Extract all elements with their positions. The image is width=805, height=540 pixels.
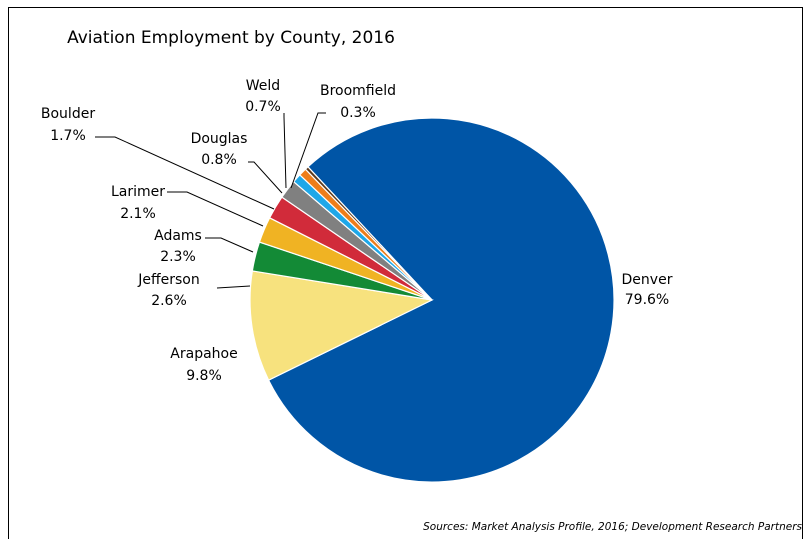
slice-label-jefferson: Jefferson bbox=[137, 272, 200, 288]
slice-value-weld: 0.7% bbox=[245, 99, 281, 115]
slice-label-arapahoe: Arapahoe bbox=[170, 346, 237, 362]
leader-lines bbox=[95, 112, 326, 289]
slice-label-boulder: Boulder bbox=[41, 106, 95, 122]
slice-label-adams: Adams bbox=[154, 228, 202, 244]
slice-value-douglas: 0.8% bbox=[201, 152, 237, 168]
slice-value-arapahoe: 9.8% bbox=[186, 368, 222, 384]
chart-title: Aviation Employment by County, 2016 bbox=[67, 28, 395, 48]
pie-chart: Aviation Employment by County, 2016 Denv… bbox=[41, 28, 803, 533]
leader-line-broomfield bbox=[290, 112, 326, 189]
leader-line-adams bbox=[205, 237, 254, 253]
leader-line-weld bbox=[283, 113, 287, 189]
leader-line-boulder bbox=[95, 136, 275, 210]
slice-label-denver: Denver bbox=[622, 272, 673, 288]
slice-value-larimer: 2.1% bbox=[120, 206, 156, 222]
slice-label-larimer: Larimer bbox=[111, 184, 165, 200]
slice-labels: Denver 79.6% Arapahoe 9.8% Jefferson 2.6% Adam… bbox=[41, 78, 673, 384]
slice-value-broomfield: 0.3% bbox=[340, 105, 376, 121]
slice-label-weld: Weld bbox=[246, 78, 280, 94]
chart-frame: Aviation Employment by County, 2016 Denv… bbox=[8, 7, 803, 539]
source-note: Sources: Market Analysis Profile, 2016; … bbox=[423, 521, 802, 533]
slice-arapahoe bbox=[249, 270, 434, 381]
slice-label-broomfield: Broomfield bbox=[320, 83, 396, 99]
slice-label-douglas: Douglas bbox=[191, 131, 248, 147]
leader-line-larimer bbox=[167, 191, 264, 227]
pie-slices bbox=[249, 117, 615, 483]
slice-value-jefferson: 2.6% bbox=[151, 293, 187, 309]
slice-denver bbox=[267, 117, 615, 483]
leader-line-jefferson bbox=[216, 285, 251, 289]
slice-value-adams: 2.3% bbox=[160, 249, 196, 265]
slice-broomfield bbox=[304, 165, 433, 301]
leader-line-douglas bbox=[248, 161, 283, 194]
slice-value-boulder: 1.7% bbox=[50, 128, 86, 144]
slice-value-denver: 79.6% bbox=[625, 292, 669, 308]
